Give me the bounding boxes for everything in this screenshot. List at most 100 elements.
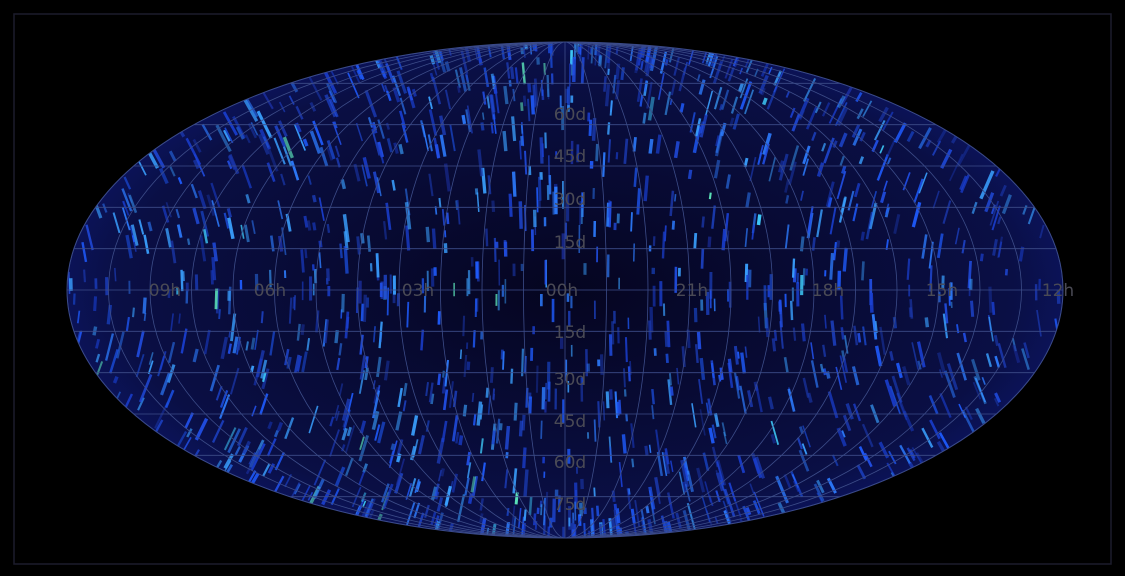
- sky-streak: [862, 261, 863, 280]
- sky-streak: [891, 351, 893, 360]
- sky-streak: [336, 330, 337, 343]
- sky-streak: [368, 235, 369, 251]
- sky-streak: [541, 421, 542, 439]
- sky-streak: [238, 341, 240, 350]
- sky-streak: [358, 236, 360, 254]
- sky-streak: [759, 317, 760, 333]
- sky-streak: [228, 208, 230, 217]
- dec-label: 30d: [554, 190, 586, 210]
- sky-streak: [635, 168, 637, 187]
- sky-streak: [626, 337, 627, 362]
- sky-streak: [520, 201, 521, 229]
- sky-streak: [364, 295, 365, 322]
- sky-streak: [532, 95, 533, 114]
- sky-streak: [342, 179, 344, 188]
- sky-streak: [926, 317, 927, 327]
- sky-streak: [641, 61, 642, 70]
- sky-streak: [427, 227, 428, 242]
- sky-streak: [619, 400, 620, 414]
- sky-streak: [520, 141, 521, 160]
- sky-streak: [623, 434, 625, 453]
- sky-streak: [611, 100, 612, 115]
- sky-streak: [701, 358, 703, 380]
- sky-streak: [522, 349, 523, 377]
- sky-streak: [689, 170, 690, 179]
- sky-streak: [252, 366, 253, 372]
- sky-streak: [548, 75, 549, 97]
- ra-label: 03h: [402, 281, 434, 301]
- sky-streak: [507, 426, 509, 449]
- sky-streak: [345, 246, 347, 274]
- sky-streak: [474, 414, 475, 425]
- sky-streak: [523, 415, 524, 431]
- sky-streak: [229, 331, 230, 337]
- sky-streak: [145, 313, 146, 321]
- sky-streak: [703, 216, 704, 227]
- sky-streak: [650, 445, 651, 453]
- sky-streak: [632, 459, 633, 468]
- sky-streak: [607, 84, 609, 106]
- sky-streak: [491, 122, 492, 133]
- sky-streak: [668, 321, 669, 347]
- sky-streak: [302, 324, 303, 335]
- sky-streak: [825, 315, 826, 329]
- sky-streak: [504, 131, 506, 151]
- sky-streak: [650, 321, 651, 340]
- sky-streak: [305, 216, 307, 228]
- sky-streak: [510, 194, 511, 217]
- sky-streak: [505, 86, 507, 104]
- sky-streak: [516, 492, 517, 504]
- sky-streak: [464, 405, 465, 416]
- sky-streak: [525, 509, 526, 520]
- sky-streak: [443, 371, 444, 378]
- sky-streak: [463, 115, 464, 124]
- sky-streak: [597, 144, 598, 161]
- sky-streak: [491, 367, 492, 383]
- sky-streak: [647, 506, 648, 513]
- sky-streak: [439, 198, 440, 208]
- sky-streak: [487, 388, 488, 398]
- sky-streak: [495, 238, 496, 262]
- sky-streak: [320, 252, 321, 268]
- sky-streak: [212, 270, 213, 284]
- sky-streak: [910, 307, 911, 317]
- sky-streak: [644, 113, 645, 124]
- sky-streak: [764, 98, 766, 105]
- sky-streak: [407, 302, 408, 328]
- sky-streak: [862, 232, 863, 241]
- sky-streak: [794, 328, 795, 341]
- sky-streak: [483, 113, 484, 120]
- sky-streak: [631, 212, 632, 231]
- ra-label: 09h: [149, 281, 181, 301]
- sky-streak: [493, 201, 494, 212]
- sky-streak: [468, 362, 469, 370]
- sky-streak: [594, 118, 595, 141]
- sky-streak: [514, 172, 515, 197]
- dec-label: 60d: [554, 105, 586, 125]
- sky-streak: [582, 57, 583, 84]
- sky-streak: [871, 293, 872, 313]
- dec-label: 75d: [554, 495, 586, 515]
- sky-streak: [842, 327, 843, 339]
- dec-label: 45d: [554, 412, 586, 432]
- sky-streak: [512, 67, 513, 79]
- sky-streak: [493, 389, 494, 400]
- dec-label: 30d: [554, 370, 586, 390]
- sky-streak: [603, 401, 604, 420]
- sky-streak: [537, 366, 538, 393]
- sky-streak: [541, 504, 542, 515]
- sky-streak: [709, 237, 710, 248]
- sky-streak: [590, 120, 591, 136]
- sky-streak: [595, 419, 596, 441]
- sky-streak: [493, 431, 494, 445]
- sky-streak: [530, 497, 531, 515]
- sky-streak: [594, 488, 595, 497]
- sky-streak: [305, 249, 306, 258]
- ra-label: 15h: [926, 281, 958, 301]
- sky-streak: [964, 333, 966, 342]
- sky-streak: [439, 374, 440, 385]
- sky-streak: [618, 402, 619, 416]
- sky-streak: [308, 221, 310, 231]
- sky-streak: [314, 222, 315, 230]
- sky-streak: [666, 331, 667, 347]
